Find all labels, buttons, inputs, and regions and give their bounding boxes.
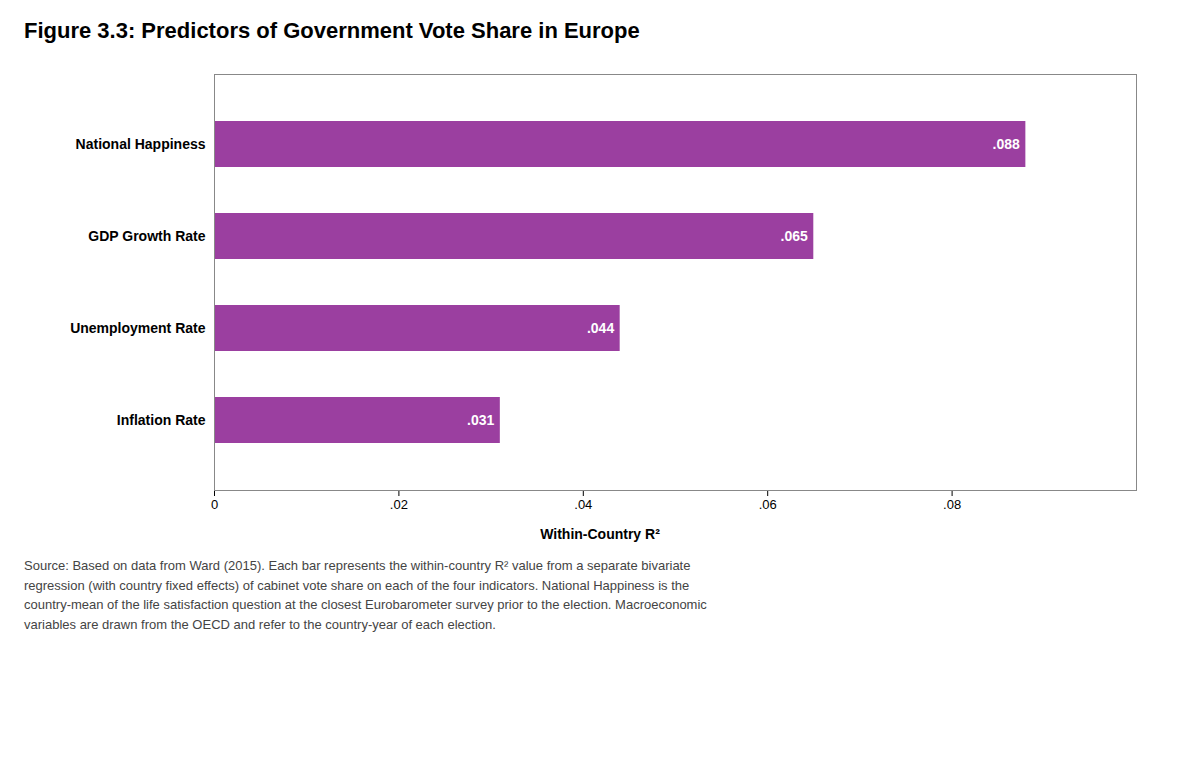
svg-text:.02: .02 — [390, 497, 408, 512]
svg-text:.04: .04 — [574, 497, 592, 512]
svg-text:.031: .031 — [467, 412, 494, 428]
svg-text:.08: .08 — [943, 497, 961, 512]
svg-text:Inflation Rate: Inflation Rate — [117, 412, 206, 428]
html-text:Source: Based on data from War: Source: Based on data from Ward (2015). … — [24, 558, 707, 632]
svg-text:.06: .06 — [759, 497, 777, 512]
svg-text:GDP Growth Rate: GDP Growth Rate — [88, 228, 205, 244]
svg-text:0: 0 — [211, 497, 218, 512]
svg-text:.088: .088 — [993, 136, 1020, 152]
svg-text:.044: .044 — [587, 320, 614, 336]
html-text:Figure 3.3: Predictors of Gove: Figure 3.3: Predictors of Government Vot… — [24, 18, 640, 43]
svg-text:Unemployment Rate: Unemployment Rate — [70, 320, 206, 336]
svg-text:National Happiness: National Happiness — [76, 136, 206, 152]
svg-text:.065: .065 — [781, 228, 808, 244]
html-text:Within-Country R²: Within-Country R² — [540, 526, 660, 542]
